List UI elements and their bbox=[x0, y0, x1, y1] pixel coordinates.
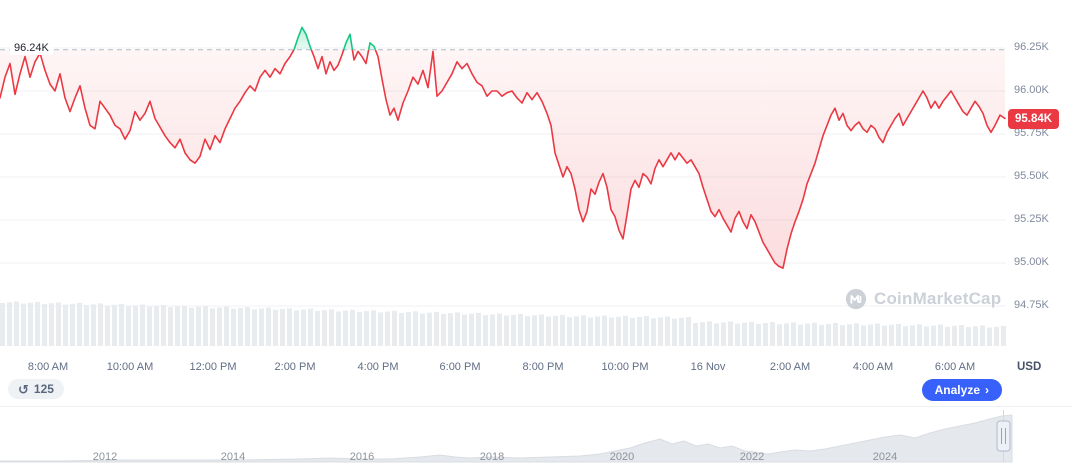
x-axis-label: 10:00 PM bbox=[601, 361, 649, 373]
analyze-button[interactable]: Analyze › bbox=[921, 379, 1002, 401]
y-axis-label: 96.25K bbox=[1014, 41, 1049, 53]
navigator-handle[interactable] bbox=[996, 420, 1011, 452]
history-icon: ↺ bbox=[18, 381, 29, 397]
x-axis-label: 12:00 PM bbox=[189, 361, 237, 373]
x-axis-label: 6:00 PM bbox=[439, 361, 481, 373]
navigator-year-label: 2024 bbox=[872, 451, 898, 463]
y-axis-label: 95.00K bbox=[1014, 256, 1049, 268]
x-axis-label: 2:00 PM bbox=[274, 361, 316, 373]
y-axis: 96.25K 96.00K 95.75K 95.50K 95.25K 95.00K 94.7… bbox=[1006, 0, 1072, 356]
analyze-label: Analyze bbox=[934, 383, 980, 397]
range-navigator[interactable]: 2012 2014 2016 2018 2020 2022 2024 bbox=[0, 406, 1072, 465]
navigator-year-label: 2018 bbox=[479, 451, 505, 463]
y-axis-label: 95.25K bbox=[1014, 213, 1049, 225]
x-axis-label: 10:00 AM bbox=[106, 361, 154, 373]
navigator-year-label: 2012 bbox=[92, 451, 118, 463]
navigator-year-label: 2022 bbox=[739, 451, 765, 463]
chart-toolbar: ↺ 125 Analyze › bbox=[0, 379, 1072, 403]
currency-label: USD bbox=[1017, 361, 1042, 373]
x-axis-label: 2:00 AM bbox=[769, 361, 811, 373]
chevron-right-icon: › bbox=[985, 383, 989, 397]
x-axis-label: 16 Nov bbox=[690, 361, 726, 373]
y-axis-label: 95.75K bbox=[1014, 127, 1049, 139]
history-count: 125 bbox=[33, 382, 54, 396]
x-axis-label: 4:00 PM bbox=[357, 361, 399, 373]
coinmarketcap-logo-icon bbox=[845, 288, 867, 310]
price-line bbox=[0, 26, 1006, 269]
x-axis-label: 8:00 PM bbox=[522, 361, 564, 373]
y-axis-label: 94.75K bbox=[1014, 299, 1049, 311]
volume-bars bbox=[0, 301, 1006, 347]
main-price-chart[interactable] bbox=[0, 0, 1006, 356]
watermark: CoinMarketCap bbox=[845, 288, 1001, 310]
open-price-label: 96.24K bbox=[10, 41, 53, 55]
history-count-button[interactable]: ↺ 125 bbox=[8, 379, 64, 399]
y-axis-label: 95.50K bbox=[1014, 170, 1049, 182]
navigator-area-series bbox=[0, 414, 1013, 463]
navigator-year-label: 2014 bbox=[220, 451, 246, 463]
x-axis-label: 4:00 AM bbox=[852, 361, 894, 373]
navigator-year-label: 2016 bbox=[349, 451, 375, 463]
y-axis-label: 96.00K bbox=[1014, 84, 1049, 96]
navigator-year-label: 2020 bbox=[609, 451, 635, 463]
current-price-badge: 95.84K bbox=[1008, 109, 1060, 129]
watermark-text: CoinMarketCap bbox=[874, 289, 1002, 308]
navigator-chart[interactable] bbox=[0, 408, 1072, 464]
x-axis-label: 6:00 AM bbox=[934, 361, 976, 373]
x-axis: USD 8:00 AM 10:00 AM 12:00 PM 2:00 PM 4:00 P… bbox=[0, 356, 1072, 378]
x-axis-label: 8:00 AM bbox=[27, 361, 69, 373]
price-area-fill bbox=[0, 27, 1005, 269]
